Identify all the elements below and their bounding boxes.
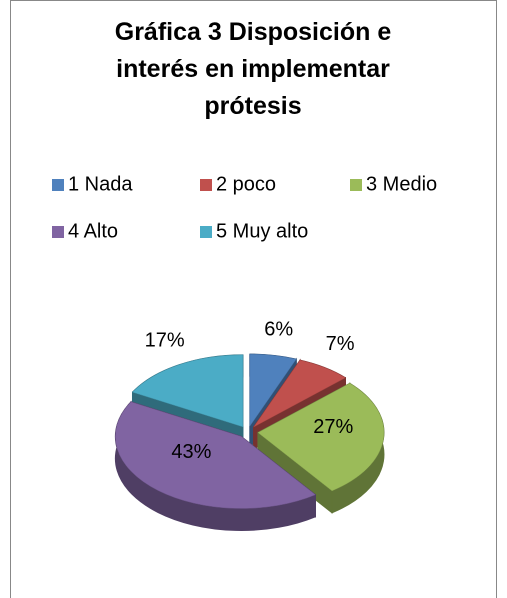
legend-swatch [200,226,212,238]
legend-swatch [52,226,64,238]
slice [257,382,385,492]
legend-label: 3 Medio [366,173,437,195]
legend-label: 2 poco [216,173,276,195]
data-label: 6% [264,318,293,340]
legend-label: 1 Nada [68,173,133,195]
data-label: 43% [171,441,211,463]
legend-label: 4 Alto [68,220,118,242]
slice [249,353,297,427]
data-label: 7% [326,333,355,355]
legend-swatch [350,179,362,191]
slice [115,401,316,509]
legend-swatch [200,179,212,191]
slice [132,354,244,428]
legend-swatch [52,179,64,191]
data-label: 17% [145,330,185,352]
slice [253,359,346,428]
legend-label: 5 Muy alto [216,220,308,242]
data-label: 27% [313,416,353,438]
chart-title: Gráfica 3 Disposición e interés en imple… [114,18,392,120]
